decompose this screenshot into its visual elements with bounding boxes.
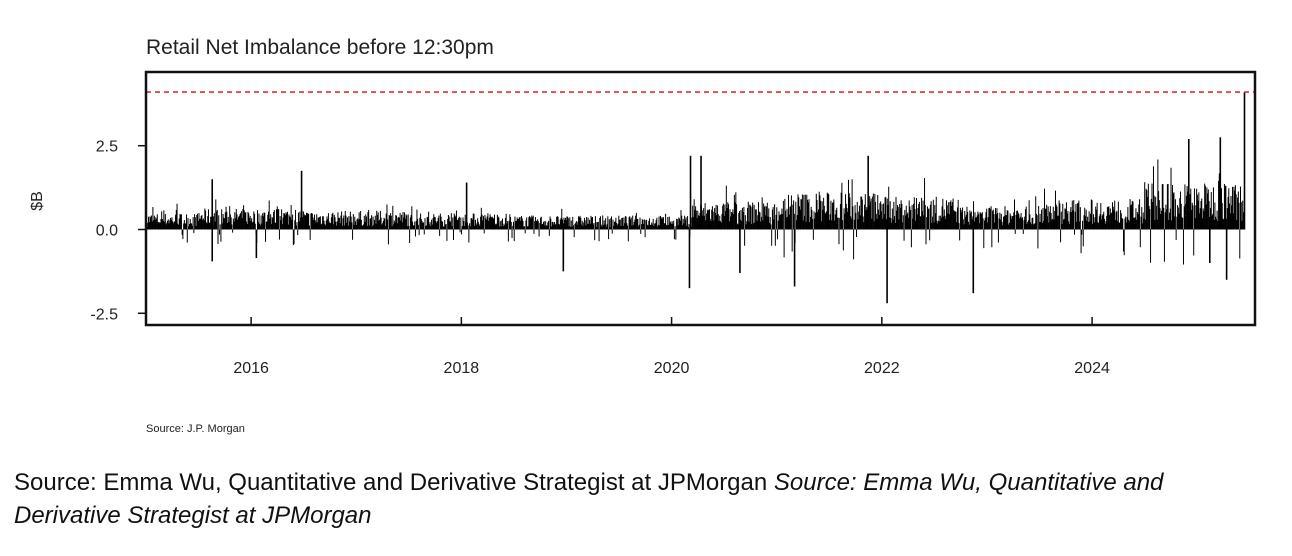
caption-regular: Source: Emma Wu, Quantitative and Deriva…: [14, 469, 774, 496]
chart-source-note: Source: J.P. Morgan: [146, 423, 245, 435]
y-tick-label: -2.5: [90, 306, 118, 323]
x-tick-label: 2024: [1074, 360, 1110, 377]
x-axis-ticks: 2016 2018 2020 2022 2024: [233, 317, 1110, 377]
plot-frame: [144, 70, 1257, 327]
y-axis-label: $B: [29, 191, 46, 211]
plot-area: [146, 91, 1255, 304]
y-axis-ticks: -2.5 0.0 2.5: [90, 139, 146, 323]
chart-title: Retail Net Imbalance before 12:30pm: [146, 36, 494, 59]
x-tick-label: 2016: [233, 360, 269, 377]
x-tick-label: 2018: [444, 360, 480, 377]
x-tick-label: 2020: [654, 360, 690, 377]
y-tick-label: 0.0: [96, 222, 118, 239]
image-caption: Source: Emma Wu, Quantitative and Deriva…: [14, 466, 1274, 532]
retail-imbalance-chart: Retail Net Imbalance before 12:30pm $B -…: [29, 36, 1257, 435]
caption-italic: Source: Emma Wu, Quantitative and Deriva…: [14, 469, 1164, 529]
x-tick-label: 2022: [864, 360, 900, 377]
imbalance-bars: [146, 92, 1246, 304]
y-tick-label: 2.5: [96, 139, 118, 156]
